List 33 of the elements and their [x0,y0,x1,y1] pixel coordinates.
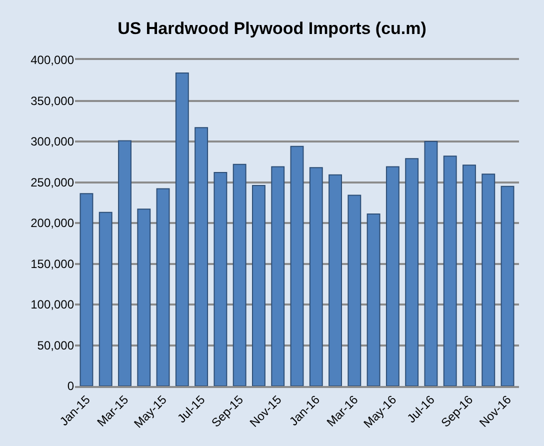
bar [252,185,266,386]
y-tick-label: 150,000 [30,256,74,271]
bar [290,146,304,386]
y-tick-label: 350,000 [30,94,74,108]
bar [232,164,246,386]
bar [366,214,380,386]
bar [98,212,112,386]
y-tick-label: 200,000 [30,216,74,230]
bar [443,156,457,386]
y-tick-label: 400,000 [30,53,74,68]
chart-title: US Hardwood Plywood Imports (cu.m) [118,19,426,38]
bar [482,174,496,386]
y-tick-label: 250,000 [30,175,74,190]
bar [386,166,400,386]
bar [309,167,323,386]
bar [194,127,208,386]
bar [214,172,228,386]
bar [424,141,438,386]
bar [405,158,419,386]
bar [80,193,94,386]
bar [328,174,342,386]
y-tick-label: 100,000 [30,298,74,312]
bar [156,188,170,386]
bar [137,208,151,386]
bar [271,166,285,386]
bar [462,164,476,386]
bar [118,140,132,386]
y-tick-label: 0 [67,379,74,394]
bar [348,194,362,386]
y-tick-label: 50,000 [37,338,74,352]
y-tick-label: 300,000 [30,134,74,149]
bar [175,72,189,386]
bar [500,186,514,386]
